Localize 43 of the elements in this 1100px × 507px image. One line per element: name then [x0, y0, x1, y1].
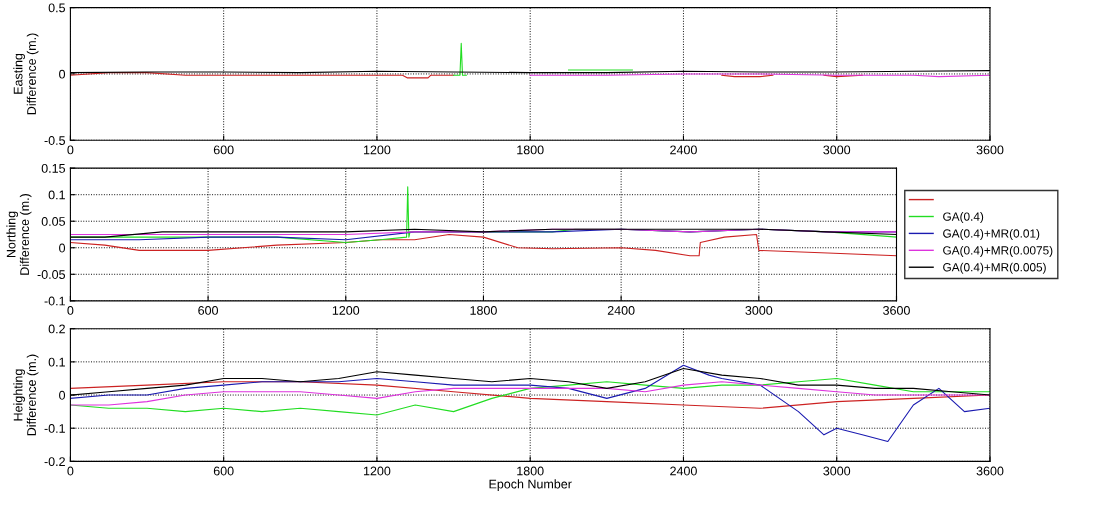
x-axis-title: Epoch Number	[489, 479, 572, 491]
y-tick-label: 0	[59, 69, 66, 79]
x-tick-label: 3000	[823, 466, 851, 476]
y-tick-label: -0.05	[37, 270, 66, 279]
y-tick-label: -0.1	[44, 296, 65, 306]
y-tick-label: 0.5	[48, 3, 66, 13]
legend-label: GA(0.4)	[943, 212, 984, 224]
x-tick-label: 1200	[363, 145, 391, 155]
x-tick-label: 0	[67, 145, 74, 155]
x-tick-label: 1200	[363, 466, 391, 476]
x-tick-label: 3000	[745, 306, 773, 315]
x-tick-label: 600	[213, 466, 234, 476]
x-tick-label: 0	[67, 466, 74, 476]
y-axis-title: Easting Difference (m.)	[13, 33, 39, 115]
legend-label: GA(0.4)+MR(0.01)	[943, 228, 1040, 240]
x-tick-label: 2400	[670, 466, 697, 476]
y-tick-label: 0.1	[48, 357, 65, 367]
y-tick-label: 0.1	[48, 190, 65, 200]
legend-label: GA(0.4)+MR(0.005)	[943, 262, 1046, 274]
y-tick-label: 0.05	[41, 217, 66, 226]
y-tick-label: -0.1	[44, 424, 65, 433]
x-tick-label: 3600	[976, 466, 1004, 476]
x-tick-label: 3600	[883, 306, 910, 315]
x-tick-label: 600	[213, 145, 234, 155]
y-tick-label: 0.2	[48, 324, 65, 334]
x-tick-label: 2400	[607, 306, 635, 315]
y-tick-label: -0.5	[44, 136, 66, 145]
y-tick-label: 0	[59, 390, 66, 400]
y-axis-title: Heighting Difference (m.)	[13, 354, 39, 436]
x-tick-label: 3600	[976, 145, 1004, 155]
x-tick-label: 0	[67, 306, 74, 315]
x-tick-label: 600	[198, 306, 219, 315]
x-tick-label: 3000	[823, 145, 851, 155]
y-tick-label: -0.2	[44, 457, 65, 467]
legend-label: GA(0.4)+MR(0.0075)	[943, 245, 1053, 257]
y-axis-title: Northing Difference (m.)	[6, 194, 32, 275]
x-tick-label: 1200	[332, 306, 360, 315]
x-tick-label: 2400	[670, 145, 697, 155]
x-tick-label: 1800	[517, 145, 544, 155]
x-tick-label: 1800	[517, 466, 544, 476]
x-tick-label: 1800	[470, 306, 497, 315]
y-tick-label: 0.15	[41, 163, 66, 173]
y-tick-label: 0	[59, 243, 66, 253]
